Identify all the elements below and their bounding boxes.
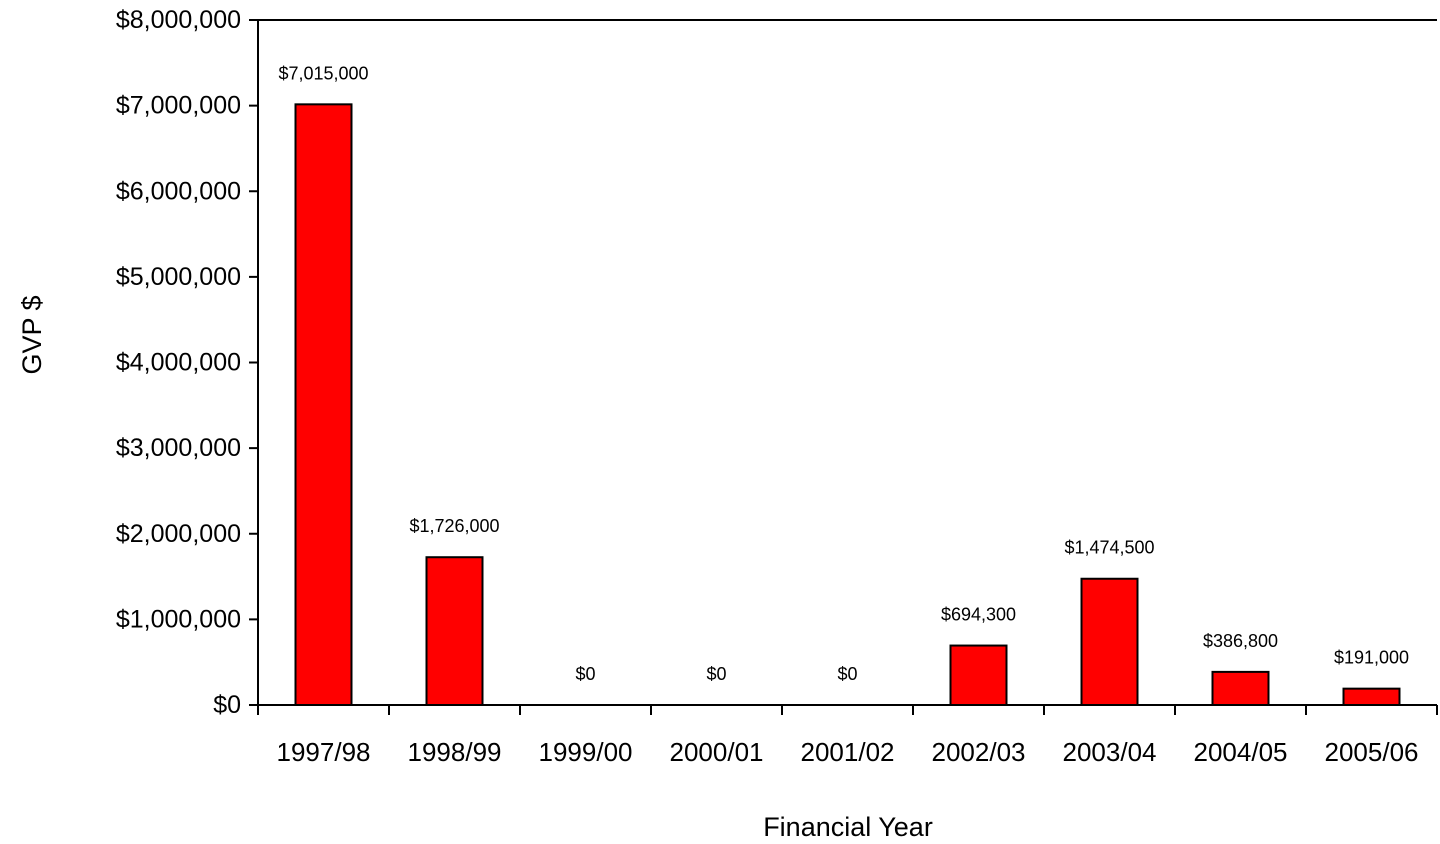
bar [1342, 687, 1401, 707]
x-tick-label: 1999/00 [539, 737, 633, 767]
bar [425, 556, 484, 706]
x-tick-label: 2005/06 [1325, 737, 1419, 767]
y-tick-label: $3,000,000 [116, 434, 241, 462]
data-labels: $7,015,000 $1,726,000 $0 $0 $0 $694,300 $1,474… [278, 63, 1409, 684]
y-tick-label: $8,000,000 [116, 6, 241, 34]
data-label: $1,726,000 [409, 516, 499, 536]
data-label: $191,000 [1334, 648, 1409, 668]
y-tick-label: $4,000,000 [116, 349, 241, 377]
data-label: $0 [706, 664, 726, 684]
data-label: $7,015,000 [278, 63, 368, 83]
y-axis-title: GVP $ [17, 295, 47, 374]
y-tick-label: $6,000,000 [116, 177, 241, 205]
data-label: $1,474,500 [1064, 538, 1154, 558]
bar [1211, 670, 1270, 706]
y-axis-ticks: $0 $1,000,000 $2,000,000 $3,000,000 $4,000,0… [116, 6, 258, 719]
bar [949, 644, 1008, 706]
y-tick-label: $7,000,000 [116, 92, 241, 120]
x-tick-label: 2002/03 [932, 737, 1026, 767]
y-tick-label: $2,000,000 [116, 520, 241, 548]
x-tick-label: 2000/01 [670, 737, 764, 767]
data-label: $386,800 [1203, 631, 1278, 651]
y-tick-label: $1,000,000 [116, 605, 241, 633]
x-tick-label: 2003/04 [1063, 737, 1157, 767]
x-tick-label: 1998/99 [408, 737, 502, 767]
x-tick-label: 1997/98 [277, 737, 371, 767]
x-axis-title: Financial Year [763, 812, 933, 842]
bar [294, 103, 353, 706]
bars [294, 103, 1401, 707]
data-label: $694,300 [941, 605, 1016, 625]
y-tick-label: $0 [213, 691, 241, 719]
bar [1080, 577, 1139, 706]
data-label: $0 [575, 664, 595, 684]
data-label: $0 [837, 664, 857, 684]
x-axis-ticks: 1997/98 1998/99 1999/00 2000/01 2001/02 2002/… [257, 705, 1438, 767]
x-tick-label: 2001/02 [801, 737, 895, 767]
x-tick-label: 2004/05 [1194, 737, 1288, 767]
y-tick-label: $5,000,000 [116, 263, 241, 291]
